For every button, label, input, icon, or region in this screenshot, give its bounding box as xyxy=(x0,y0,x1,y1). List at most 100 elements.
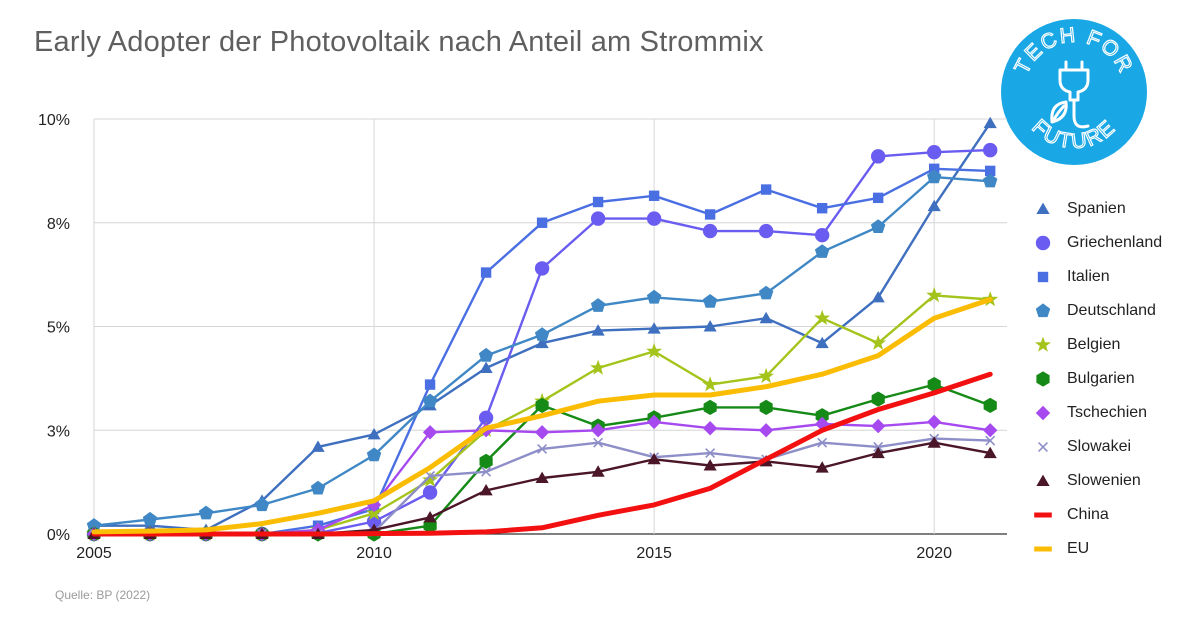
legend-label: Italien xyxy=(1067,268,1110,285)
data-point xyxy=(479,484,493,496)
data-point xyxy=(592,196,604,208)
y-tick-label: 8% xyxy=(47,216,70,233)
data-point xyxy=(646,414,662,430)
legend-marker xyxy=(1036,474,1050,486)
data-point xyxy=(422,393,438,408)
legend-marker xyxy=(1034,512,1052,518)
legend-item: Slowakei xyxy=(1032,430,1200,464)
data-point xyxy=(590,211,606,226)
data-point xyxy=(703,399,717,415)
data-point xyxy=(870,219,886,233)
data-point xyxy=(310,480,326,495)
legend-marker xyxy=(1036,202,1050,214)
legend-symbol xyxy=(1035,235,1051,251)
legend-item: EU xyxy=(1032,532,1200,566)
data-point xyxy=(817,437,828,448)
legend-item: Tschechien xyxy=(1032,396,1200,430)
series-line xyxy=(91,371,993,537)
data-point xyxy=(871,291,885,303)
data-point xyxy=(647,322,661,334)
legend-symbol xyxy=(1035,303,1051,318)
data-point xyxy=(927,377,941,393)
data-point xyxy=(425,470,436,481)
legend-marker xyxy=(1036,371,1050,387)
data-point xyxy=(758,367,775,384)
data-point xyxy=(478,410,494,425)
legend-item: Slowenien xyxy=(1032,464,1200,498)
legend-symbol xyxy=(1036,202,1050,214)
data-point xyxy=(480,267,492,278)
legend-symbol xyxy=(1035,405,1051,421)
data-point xyxy=(983,423,998,438)
data-point xyxy=(871,446,885,459)
axes: 0% 3% 5% 8% 10% 2005 2010 2015 2020 xyxy=(38,112,952,562)
data-point xyxy=(872,192,884,204)
series-slowakei xyxy=(89,433,996,539)
series-deutschland xyxy=(86,169,998,532)
data-point xyxy=(591,465,605,477)
legend-label: Slowakei xyxy=(1067,438,1132,455)
series-eu xyxy=(91,297,993,535)
data-point xyxy=(983,397,997,413)
data-point xyxy=(815,408,829,424)
data-point xyxy=(590,359,607,375)
data-point xyxy=(479,453,493,469)
data-point xyxy=(758,423,774,438)
plug-leaf-icon xyxy=(1050,60,1090,129)
data-point xyxy=(646,343,663,359)
legend-label: Bulgarien xyxy=(1067,370,1135,387)
data-point xyxy=(535,471,549,483)
data-point xyxy=(983,116,997,129)
data-point xyxy=(479,361,493,373)
data-point xyxy=(758,223,774,239)
data-point xyxy=(927,169,942,184)
legend-marker xyxy=(1035,235,1051,251)
data-point xyxy=(535,336,549,349)
y-tick-label: 0% xyxy=(47,527,70,544)
data-point xyxy=(927,414,942,430)
data-point xyxy=(814,309,831,325)
data-point xyxy=(590,423,606,438)
data-point xyxy=(702,421,718,436)
legend-symbol xyxy=(1035,336,1051,352)
data-point xyxy=(647,452,661,465)
legend-label: Slowenien xyxy=(1067,472,1141,489)
y-tick-label: 5% xyxy=(47,320,70,337)
data-point xyxy=(984,165,996,177)
legend-label: Tschechien xyxy=(1067,404,1148,421)
data-point xyxy=(593,437,604,448)
data-point xyxy=(816,203,828,214)
data-point xyxy=(366,447,382,462)
data-point xyxy=(814,228,830,243)
data-point xyxy=(871,391,885,407)
legend-label: China xyxy=(1067,506,1109,523)
data-point xyxy=(422,485,438,500)
legend-item: China xyxy=(1032,498,1200,532)
legend-marker xyxy=(1038,442,1048,452)
series-line xyxy=(91,297,993,535)
data-point xyxy=(198,505,214,520)
data-point xyxy=(870,149,886,164)
data-point xyxy=(590,298,606,312)
data-point xyxy=(537,443,548,454)
legend-marker xyxy=(1037,271,1049,283)
data-point xyxy=(648,190,660,201)
legend-marker xyxy=(1035,405,1051,421)
data-point xyxy=(535,397,549,413)
data-point xyxy=(927,436,941,448)
legend-item: Belgien xyxy=(1032,328,1200,362)
data-point xyxy=(534,425,550,440)
data-point xyxy=(759,399,773,415)
data-point xyxy=(536,217,548,228)
data-point xyxy=(478,347,494,362)
data-point xyxy=(702,376,719,392)
chart-title: Early Adopter der Photovoltaik nach Ante… xyxy=(34,26,764,58)
data-point xyxy=(702,223,718,239)
legend-label: Belgien xyxy=(1067,336,1121,353)
legend-label: EU xyxy=(1067,540,1090,557)
data-point xyxy=(646,289,662,304)
data-point xyxy=(591,324,605,336)
data-point xyxy=(814,244,830,258)
data-point xyxy=(871,418,886,434)
legend-symbol xyxy=(1036,474,1050,486)
